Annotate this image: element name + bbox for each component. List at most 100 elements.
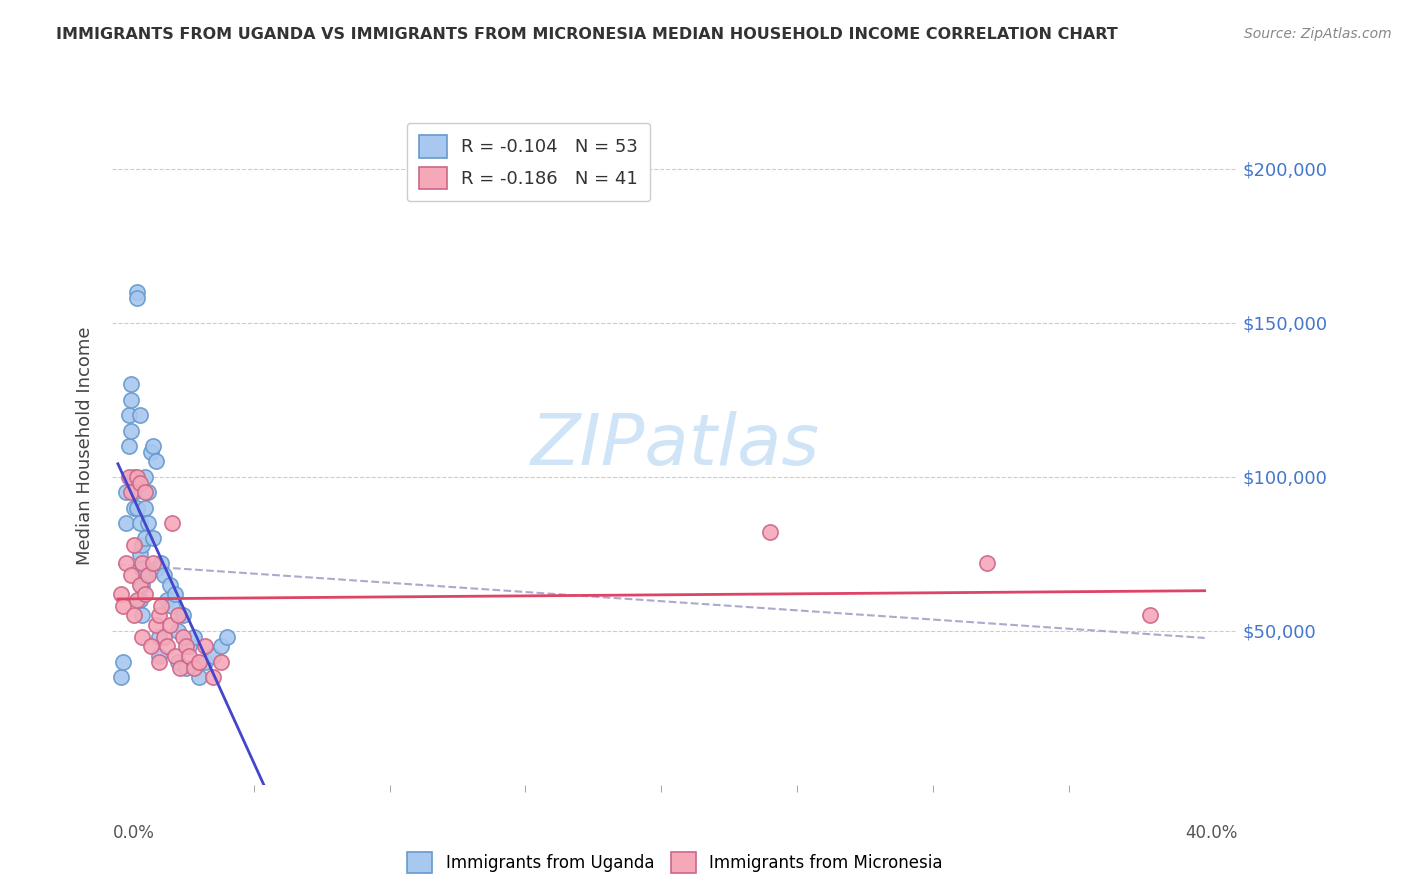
Point [201, 648, 224, 663]
Point [177, 640, 200, 654]
Point [194, 640, 217, 654]
Point [201, 670, 224, 684]
Point [128, 516, 150, 530]
Point [156, 593, 179, 607]
Point [128, 547, 150, 561]
Point [125, 291, 148, 305]
Point [153, 568, 176, 582]
Point [209, 655, 232, 669]
Point [125, 593, 148, 607]
Point [115, 556, 138, 570]
Text: ZIPatlas: ZIPatlas [530, 411, 820, 481]
Point [136, 485, 159, 500]
Point [162, 599, 184, 614]
Point [1139, 608, 1161, 623]
Point [150, 599, 173, 614]
Legend: R = -0.104   N = 53, R = -0.186   N = 41: R = -0.104 N = 53, R = -0.186 N = 41 [406, 123, 651, 202]
Point [145, 562, 167, 576]
Point [121, 377, 143, 392]
Point [153, 630, 176, 644]
Point [139, 445, 162, 459]
Point [115, 516, 138, 530]
Y-axis label: Median Household Income: Median Household Income [76, 326, 94, 566]
Point [209, 640, 232, 654]
Point [131, 577, 153, 591]
Point [131, 630, 153, 644]
Point [121, 392, 143, 407]
Point [131, 538, 153, 552]
Point [148, 630, 170, 644]
Point [134, 470, 156, 484]
Point [122, 608, 145, 623]
Point [122, 470, 145, 484]
Point [134, 568, 156, 582]
Point [134, 532, 156, 546]
Point [139, 640, 162, 654]
Point [121, 568, 143, 582]
Point [128, 577, 150, 591]
Point [122, 485, 145, 500]
Point [110, 587, 132, 601]
Point [122, 500, 145, 515]
Point [163, 587, 186, 601]
Point [188, 655, 211, 669]
Point [128, 408, 150, 422]
Point [166, 655, 188, 669]
Point [174, 640, 197, 654]
Point [976, 556, 998, 570]
Point [148, 648, 170, 663]
Point [118, 408, 141, 422]
Point [134, 587, 156, 601]
Point [215, 630, 238, 644]
Point [177, 648, 200, 663]
Point [125, 285, 148, 299]
Point [163, 648, 186, 663]
Point [759, 525, 782, 540]
Point [169, 661, 191, 675]
Point [142, 556, 165, 570]
Point [134, 500, 156, 515]
Point [115, 485, 138, 500]
Point [166, 608, 188, 623]
Point [172, 608, 194, 623]
Point [131, 556, 153, 570]
Point [183, 630, 205, 644]
Point [166, 624, 188, 638]
Point [118, 470, 141, 484]
Text: Source: ZipAtlas.com: Source: ZipAtlas.com [1244, 27, 1392, 41]
Legend: Immigrants from Uganda, Immigrants from Micronesia: Immigrants from Uganda, Immigrants from … [401, 846, 949, 880]
Point [131, 562, 153, 576]
Point [134, 485, 156, 500]
Point [112, 655, 135, 669]
Point [174, 661, 197, 675]
Point [148, 608, 170, 623]
Text: IMMIGRANTS FROM UGANDA VS IMMIGRANTS FROM MICRONESIA MEDIAN HOUSEHOLD INCOME COR: IMMIGRANTS FROM UGANDA VS IMMIGRANTS FRO… [56, 27, 1118, 42]
Point [125, 500, 148, 515]
Point [159, 577, 181, 591]
Point [156, 640, 179, 654]
Point [131, 608, 153, 623]
Point [136, 516, 159, 530]
Point [110, 670, 132, 684]
Point [128, 475, 150, 490]
Point [112, 599, 135, 614]
Point [145, 617, 167, 632]
Point [150, 556, 173, 570]
Point [136, 568, 159, 582]
Point [121, 424, 143, 438]
Point [145, 454, 167, 468]
Point [128, 593, 150, 607]
Point [188, 670, 211, 684]
Point [118, 439, 141, 453]
Point [148, 655, 170, 669]
Text: 40.0%: 40.0% [1185, 824, 1237, 842]
Point [159, 617, 181, 632]
Point [194, 655, 217, 669]
Point [121, 485, 143, 500]
Point [125, 470, 148, 484]
Point [142, 439, 165, 453]
Point [142, 532, 165, 546]
Point [172, 630, 194, 644]
Point [122, 538, 145, 552]
Point [162, 516, 184, 530]
